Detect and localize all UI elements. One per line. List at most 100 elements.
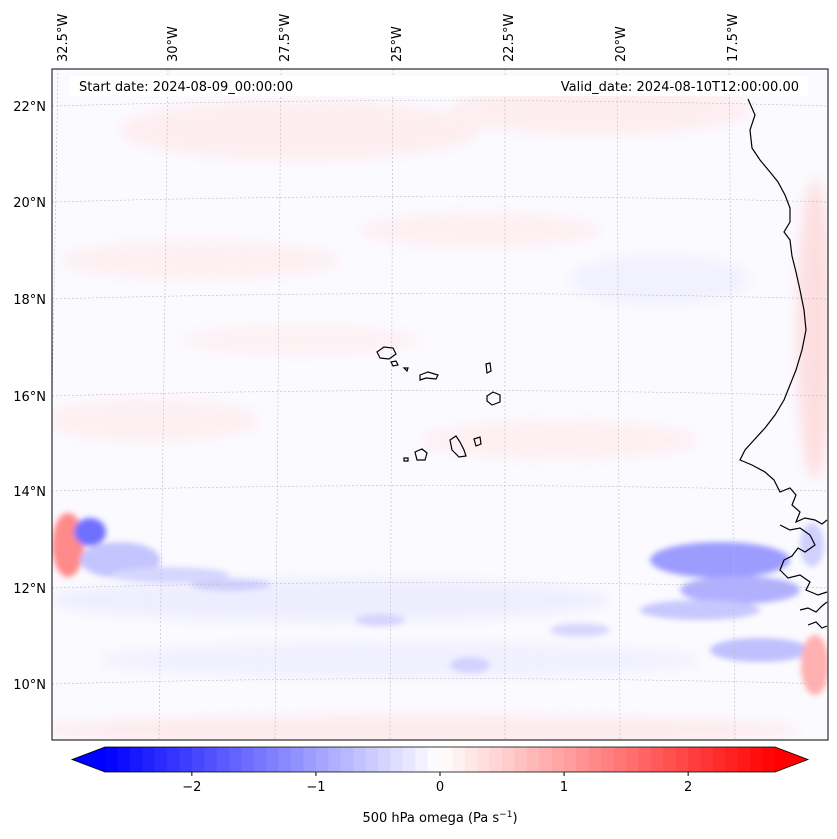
- island-sal: [485, 362, 492, 374]
- island-sao-vicente: [390, 360, 399, 367]
- colorbar-segment: [303, 747, 317, 772]
- lat-label: 22°N: [13, 100, 46, 115]
- colorbar-label: 500 hPa omega (Pa s−1): [362, 810, 517, 826]
- colorbar-segment: [464, 747, 478, 772]
- island-fogo: [414, 448, 428, 461]
- coastlines: [739, 98, 828, 629]
- colorbar-tick-label: 0: [436, 780, 444, 795]
- colorbar-segment: [328, 747, 342, 772]
- colorbar-segment: [638, 747, 652, 772]
- colorbar-segment: [353, 747, 367, 772]
- colorbar-tick-label: −2: [182, 780, 201, 795]
- colorbar-segment: [154, 747, 168, 772]
- colorbar-tick: 1: [560, 772, 568, 795]
- colorbar-segment: [440, 747, 454, 772]
- colorbar-segment: [229, 747, 243, 772]
- island-santiago: [449, 435, 467, 458]
- colorbar-outline: [70, 746, 810, 773]
- colorbar-segment: [539, 747, 553, 772]
- start-date-label: Start date: 2024-08-09_00:00:00: [79, 80, 293, 95]
- colorbar-segment: [340, 747, 354, 772]
- colorbar-segment: [576, 747, 590, 772]
- lat-label: 12°N: [13, 582, 46, 597]
- colorbar-segment: [514, 747, 528, 772]
- island-boa-vista: [486, 391, 501, 406]
- colorbar-segment: [688, 747, 702, 772]
- colorbar-segment: [750, 747, 764, 772]
- colorbar-segment: [427, 747, 441, 772]
- colorbar-tick: −2: [182, 772, 201, 795]
- colorbar-segment: [502, 747, 516, 772]
- island-brava: [403, 457, 409, 462]
- lon-label: 20°W: [614, 26, 629, 62]
- lon-label: 30°W: [166, 26, 181, 62]
- colorbar-segment: [117, 747, 131, 772]
- island-santa-luzia: [402, 367, 409, 373]
- colorbar-segment: [129, 747, 143, 772]
- colorbar-segment: [601, 747, 615, 772]
- colorbar-segment: [204, 747, 218, 772]
- island-maio: [473, 436, 482, 447]
- colorbar-segment: [626, 747, 640, 772]
- colorbar-segment: [526, 747, 540, 772]
- colorbar-segment: [216, 747, 230, 772]
- lon-label: 22.5°W: [502, 14, 517, 62]
- lon-label: 25°W: [390, 26, 405, 62]
- colorbar-segment: [167, 747, 181, 772]
- colorbar-extend-high: [775, 747, 808, 772]
- colorbar-segment: [564, 747, 578, 772]
- colorbar-tick: −1: [306, 772, 326, 795]
- map-panel: Start date: 2024-08-09_00:00:00 Valid_da…: [51, 68, 829, 741]
- colorbar: −2 −1 0 1 2 500 hPa omega (Pa s−1): [70, 746, 810, 826]
- colorbar-segment: [142, 747, 156, 772]
- lat-label: 10°N: [13, 678, 46, 693]
- lon-label: 32.5°W: [56, 14, 71, 62]
- lon-label: 27.5°W: [278, 14, 293, 62]
- guinea-bissau-coastline: [799, 601, 828, 629]
- colorbar-segment: [663, 747, 677, 772]
- colorbar-segment: [253, 747, 267, 772]
- colorbar-tick-label: −1: [306, 780, 325, 795]
- colorbar-segment: [191, 747, 205, 772]
- island-santo-antao: [376, 346, 397, 360]
- colorbar-segment: [489, 747, 503, 772]
- colorbar-tick-label: 1: [560, 780, 568, 795]
- colorbar-segment: [588, 747, 602, 772]
- colorbar-segment: [613, 747, 627, 772]
- lon-label: 17.5°W: [726, 14, 741, 62]
- colorbar-segment: [415, 747, 429, 772]
- colorbar-segment: [291, 747, 305, 772]
- colorbar-segment: [452, 747, 466, 772]
- colorbar-segment: [551, 747, 565, 772]
- colorbar-segment: [737, 747, 751, 772]
- colorbar-segment: [725, 747, 739, 772]
- latitude-labels: 22°N 20°N 18°N 16°N 14°N 12°N 10°N: [13, 100, 46, 693]
- colorbar-segment: [762, 747, 776, 772]
- valid-date-label: Valid_date: 2024-08-10T12:00:00.00: [561, 80, 799, 95]
- lat-label: 20°N: [13, 196, 46, 211]
- longitude-labels: 32.5°W 30°W 27.5°W 25°W 22.5°W 20°W 17.5…: [56, 14, 741, 62]
- colorbar-segment: [675, 747, 689, 772]
- colorbar-segment: [712, 747, 726, 772]
- colorbar-ticks: −2 −1 0 1 2: [182, 772, 692, 795]
- colorbar-segment: [179, 747, 193, 772]
- map-frame: [51, 68, 829, 741]
- colorbar-tick: 2: [684, 772, 692, 795]
- colorbar-segment: [650, 747, 664, 772]
- info-bar: Start date: 2024-08-09_00:00:00 Valid_da…: [70, 76, 808, 96]
- colorbar-segments: [72, 747, 808, 772]
- omega-field: [52, 85, 828, 740]
- colorbar-segment: [315, 747, 329, 772]
- colorbar-segment: [365, 747, 379, 772]
- island-sao-nicolau: [419, 371, 439, 381]
- colorbar-segment: [402, 747, 416, 772]
- colorbar-segment: [477, 747, 491, 772]
- colorbar-segment: [278, 747, 292, 772]
- info-bar-background: [70, 76, 808, 96]
- west-africa-coastline: [739, 98, 828, 525]
- colorbar-segment: [105, 747, 119, 772]
- colorbar-segment: [700, 747, 714, 772]
- colorbar-segment: [390, 747, 404, 772]
- cape-verde-islands: [376, 346, 501, 462]
